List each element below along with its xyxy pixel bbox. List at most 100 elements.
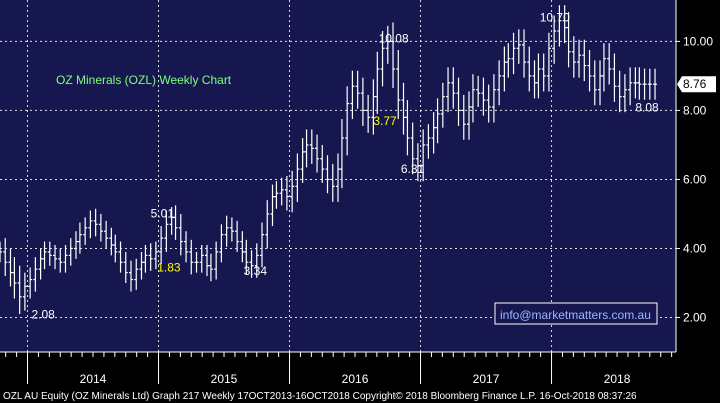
- price-bar: [396, 50, 401, 120]
- price-bar: [58, 248, 63, 273]
- price-bar: [446, 67, 451, 113]
- price-bar: [184, 231, 189, 263]
- last-price-label: 8.76: [683, 77, 707, 91]
- price-bar: [123, 251, 128, 283]
- price-bar: [260, 222, 265, 268]
- price-bar: [426, 124, 431, 159]
- y-tick-label: 4.00: [683, 241, 707, 255]
- price-bar: [587, 50, 592, 92]
- last-price-box: [677, 76, 716, 93]
- price-bar: [435, 98, 440, 144]
- annotation-label: 3.34: [244, 264, 268, 278]
- price-bar: [371, 79, 376, 135]
- price-bar: [522, 29, 527, 78]
- price-bar: [33, 257, 38, 292]
- price-bar: [622, 74, 627, 113]
- price-bar: [612, 53, 617, 102]
- y-axis: 2.00 4.00 6.00 8.00 10.00: [675, 0, 713, 352]
- price-bar: [270, 184, 275, 227]
- price-bars: [0, 5, 658, 315]
- price-bar: [290, 170, 295, 213]
- price-bar: [637, 67, 642, 100]
- price-bar: [467, 91, 472, 140]
- x-tick-label: 2015: [211, 372, 238, 386]
- price-bar: [653, 68, 658, 100]
- price-bar: [274, 181, 279, 209]
- price-bar: [532, 60, 537, 99]
- price-bar: [159, 226, 164, 264]
- price-bar: [304, 129, 309, 168]
- price-bar: [405, 100, 410, 156]
- price-bar: [571, 36, 576, 78]
- price-bar: [284, 176, 289, 211]
- price-bar: [129, 260, 134, 292]
- price-bar: [350, 70, 355, 120]
- price-bar: [88, 210, 93, 239]
- y-tick-label: 2.00: [683, 310, 707, 324]
- price-bar: [73, 231, 78, 259]
- annotation-label: 8.08: [635, 101, 659, 115]
- annotation-label: 5.01: [151, 207, 175, 221]
- y-tick-label: 8.00: [683, 103, 707, 117]
- price-bar: [330, 163, 335, 202]
- price-bar: [279, 177, 284, 206]
- price-bar: [53, 245, 58, 270]
- price-bar: [17, 265, 22, 315]
- price-bar: [566, 12, 571, 68]
- price-bar: [375, 51, 380, 114]
- price-bar: [12, 257, 17, 299]
- price-bar: [598, 60, 603, 106]
- price-bar: [249, 250, 254, 278]
- price-bar: [491, 74, 496, 123]
- price-bar: [178, 213, 183, 256]
- price-bar: [431, 112, 436, 154]
- x-tick-label: 2016: [342, 372, 369, 386]
- chart-title: OZ Minerals (OZL) Weekly Chart: [56, 73, 232, 87]
- price-bar: [240, 231, 245, 263]
- price-bar: [320, 144, 325, 183]
- email-text: info@marketmatters.com.au: [500, 308, 651, 322]
- price-bar: [93, 208, 98, 237]
- x-gridlines: [27, 0, 553, 352]
- price-bar: [68, 238, 73, 266]
- price-bar: [552, 15, 557, 64]
- price-bar: [109, 227, 114, 256]
- price-bar: [295, 153, 300, 202]
- price-bar: [440, 82, 445, 128]
- price-bar: [577, 39, 582, 78]
- price-bar: [315, 134, 320, 173]
- price-bar: [546, 32, 551, 92]
- y-tick-label: 6.00: [683, 172, 707, 186]
- x-tick-label: 2017: [473, 372, 500, 386]
- price-bar: [83, 217, 88, 246]
- price-bar: [244, 239, 249, 275]
- price-bar: [224, 215, 229, 247]
- price-bar: [325, 155, 330, 194]
- price-bar: [38, 248, 43, 280]
- annotations: 2.08 5.01 1.83 3.34 3.77 10.08 6.31 10.70 8.08: [31, 10, 659, 321]
- price-bar: [476, 75, 481, 107]
- price-bar: [47, 241, 52, 266]
- price-bar: [516, 29, 521, 64]
- price-bar: [486, 84, 491, 123]
- annotation-label: 10.70: [540, 10, 570, 24]
- price-bar: [461, 94, 466, 140]
- price-bar: [456, 77, 461, 126]
- annotation-label: 3.77: [373, 114, 397, 128]
- price-bar: [254, 243, 259, 278]
- price-bar: [617, 70, 622, 113]
- price-bar: [541, 53, 546, 92]
- price-bar: [134, 258, 139, 290]
- x-axis: 2014 2015 2016 2017 2018: [0, 351, 676, 386]
- price-bar: [642, 68, 647, 100]
- price-bar: [391, 22, 396, 88]
- email-box: info@marketmatters.com.au: [494, 302, 658, 325]
- price-bar: [300, 138, 305, 183]
- footer-text: OZL AU Equity (OZ Minerals Ltd) Graph 21…: [3, 391, 637, 402]
- price-bar: [366, 94, 371, 133]
- price-bar: [3, 238, 8, 277]
- price-bar: [189, 239, 194, 275]
- price-bar: [345, 86, 350, 156]
- price-bar: [481, 77, 486, 116]
